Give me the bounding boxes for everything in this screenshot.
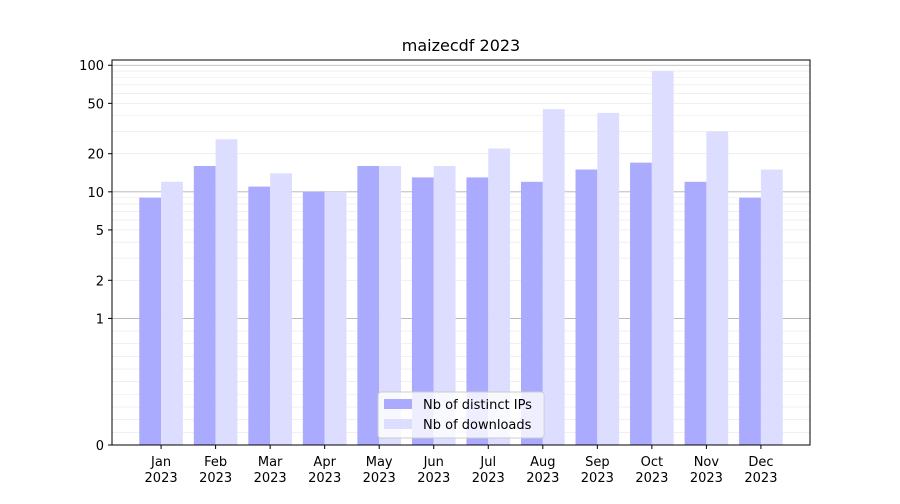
bar-ips-5: [411, 177, 434, 446]
x-tick-label: Oct 2023: [635, 455, 668, 486]
bar-downloads-2: [270, 173, 292, 445]
bar-ips-9: [630, 162, 652, 445]
y-tick-label: 20: [87, 148, 104, 163]
bar-downloads-0: [161, 181, 183, 445]
legend: Nb of distinct IPs Nb of downloads: [377, 391, 545, 439]
bar-ips-1: [193, 165, 216, 446]
x-tick-label: Jun 2023: [417, 455, 450, 486]
y-axis: 0 1 2 5 10 20 50 100: [79, 59, 112, 454]
bar-downloads-7: [542, 109, 565, 446]
y-tick-label: 5: [96, 224, 104, 239]
y-tick-label: 100: [79, 59, 104, 74]
bar-downloads-6: [488, 148, 511, 445]
bar-downloads-9: [651, 71, 674, 446]
plot-frame: [111, 59, 811, 446]
x-tick-label: Feb 2023: [199, 455, 232, 486]
x-tick-label: May 2023: [363, 455, 396, 486]
x-tick-label: Apr 2023: [308, 455, 341, 486]
bar-downloads-8: [597, 112, 620, 446]
legend-label-1: Nb of downloads: [423, 418, 532, 433]
bar-ips-8: [575, 169, 598, 445]
legend-swatch-0: [384, 399, 412, 409]
y-tick-label: 1: [96, 312, 104, 327]
bars: [139, 71, 783, 446]
x-tick-label: Dec 2023: [744, 455, 777, 486]
bar-downloads-10: [706, 131, 729, 445]
chart-title: maizecdf 2023: [402, 36, 520, 55]
bar-downloads-5: [433, 165, 456, 446]
y-tick-label: 2: [96, 274, 104, 289]
x-tick-label: Nov 2023: [690, 455, 723, 486]
x-tick-label: Mar 2023: [254, 455, 287, 486]
bar-ips-7: [520, 181, 543, 445]
legend-swatch-1: [384, 419, 412, 429]
bar-downloads-3: [324, 191, 347, 445]
bar-ips-0: [139, 197, 162, 445]
x-axis: Jan 2023 Feb 2023 Mar 2023 Apr 2023 May 2023 Jun 20…: [145, 445, 777, 486]
x-tick-label: Jan 2023: [145, 455, 178, 486]
x-tick-label: Sep 2023: [581, 455, 614, 486]
y-tick-label: 0: [96, 439, 104, 454]
bar-ips-11: [739, 197, 761, 445]
bar-downloads-4: [379, 165, 402, 446]
y-tick-label: 10: [87, 186, 104, 201]
legend-box: [377, 391, 545, 439]
x-tick-label: Jul 2023: [472, 455, 505, 486]
bar-ips-6: [466, 177, 489, 446]
bar-downloads-11: [760, 169, 783, 445]
y-tick-label: 50: [87, 97, 104, 112]
bar-ips-10: [684, 181, 707, 445]
bar-ips-2: [248, 186, 271, 446]
bar-ips-4: [357, 165, 380, 446]
x-tick-label: Aug 2023: [526, 455, 559, 486]
bar-ips-3: [302, 191, 325, 445]
legend-label-0: Nb of distinct IPs: [423, 398, 532, 413]
bar-downloads-1: [215, 139, 238, 445]
